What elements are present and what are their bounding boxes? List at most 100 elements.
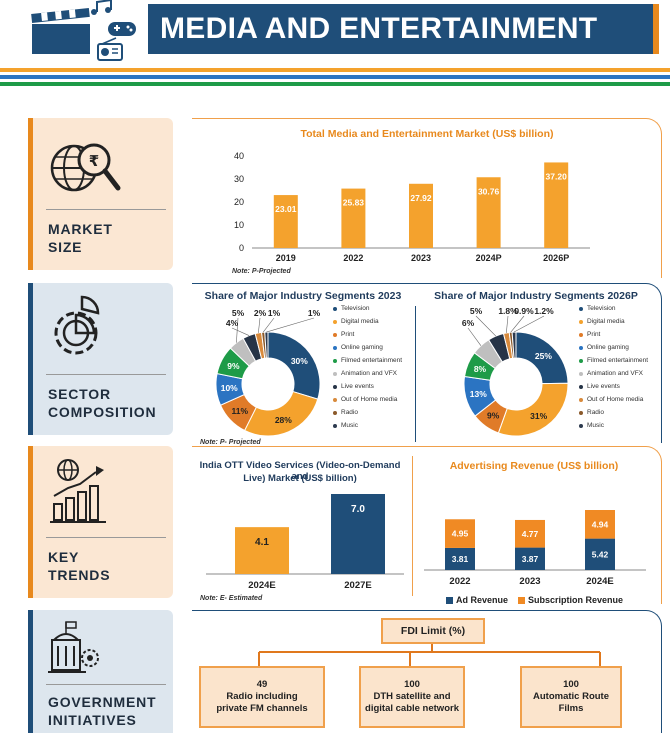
legend-swatch — [333, 410, 337, 415]
card-sector-composition: SECTOR COMPOSITION — [28, 283, 173, 435]
divider-stripe-orange — [0, 68, 670, 72]
legend-label: Filmed entertainment — [341, 357, 403, 364]
stack-segment — [585, 538, 615, 570]
legend-label: Animation and VFX — [587, 370, 644, 377]
leader-line — [231, 327, 250, 336]
share2026-donut-chart: 25% 31% 9% 13% 8% 6% 5% 1.8%0.9% 1.2% — [462, 306, 569, 437]
card-key-trends: KEY TRENDS — [28, 446, 173, 598]
ott-bar-chart: 4.1 2024E 7.0 2027E — [206, 494, 404, 591]
leader-line — [510, 315, 525, 333]
data-label: 3.81 — [452, 554, 469, 564]
slice-label: 1% — [268, 308, 281, 318]
sector-note: Note: P- Projected — [200, 439, 261, 446]
data-label: 30.76 — [478, 186, 500, 196]
slice-label: 9% — [227, 361, 240, 371]
legend-item: Animation and VFX — [579, 367, 664, 380]
bar — [409, 183, 433, 248]
slice-label: 25% — [535, 351, 552, 361]
legend-label: Out of Home media — [587, 396, 644, 403]
data-label: 3.87 — [522, 554, 539, 564]
legend-label: Print — [587, 331, 601, 338]
card-label-line2: TRENDS — [48, 567, 111, 583]
music-note-icon — [91, 0, 112, 15]
legend-item: Filmed entertainment — [579, 354, 664, 367]
legend-item: Live events — [579, 380, 664, 393]
legend-swatch — [333, 371, 337, 376]
legend-item: Out of Home media — [333, 393, 418, 406]
growth-chart-icon — [50, 459, 106, 523]
y-tick-label: 30 — [234, 174, 244, 184]
legend-swatch — [333, 332, 337, 337]
data-label: 25.83 — [343, 198, 365, 208]
card-label-line1: MARKET — [48, 221, 113, 237]
legend-item: Out of Home media — [579, 393, 664, 406]
bar — [273, 195, 298, 248]
legend-swatch — [333, 319, 337, 324]
legend-item: Live events — [333, 380, 418, 393]
legend-swatch — [579, 410, 583, 415]
fdi-title: FDI Limit (%) — [400, 625, 466, 637]
stack-segment — [445, 547, 475, 570]
page-title: MEDIA AND ENTERTAINMENT — [148, 4, 653, 54]
data-label: 7.0 — [351, 504, 365, 515]
legend-label: Music — [587, 422, 604, 429]
legend-swatch — [579, 332, 583, 337]
fdi-connector — [258, 644, 601, 666]
share2023-donut-chart: 30%28%11%10%9%5%4%2% 1% 1% — [215, 308, 321, 437]
market-chart-title: Total Media and Entertainment Market (US… — [300, 128, 554, 140]
y-tick-label: 0 — [239, 243, 244, 253]
fdi-title-box: FDI Limit (%) — [381, 618, 485, 644]
sector-panel-frame — [192, 283, 662, 443]
slice-label: 9% — [487, 411, 500, 421]
bar — [331, 494, 385, 574]
stack-segment — [515, 547, 545, 570]
bar — [544, 162, 569, 248]
leader-line — [266, 317, 315, 333]
slice-label: 10% — [221, 383, 238, 393]
legend-item: Radio — [579, 406, 664, 419]
slice-label: 11% — [232, 406, 249, 416]
stack-segment — [515, 519, 545, 548]
legend-item: Music — [579, 419, 664, 432]
sector-divider — [415, 306, 416, 442]
share2023-legend: Television Digital media Print Online gamin… — [333, 302, 418, 432]
leader-line — [258, 317, 261, 333]
fdi-box-dth: 100 DTH satellite and digital cable netw… — [359, 666, 465, 728]
legend-swatch — [333, 306, 337, 311]
bar — [341, 188, 366, 248]
legend-label: Digital media — [587, 318, 625, 325]
legend-subscription-revenue-label: Subscription Revenue — [528, 595, 624, 605]
svg-text:₹: ₹ — [89, 153, 99, 170]
adrev-stacked-chart: 3.81 4.95 2022 3.87 4.77 2023 5.42 4.94 2024E — [424, 510, 646, 587]
donut-slice — [264, 331, 269, 359]
clapperboard-icon — [31, 7, 90, 54]
legend-label: Live events — [341, 383, 374, 390]
legend-swatch — [333, 345, 337, 350]
donut-slice — [243, 390, 319, 437]
slice-label: 4% — [226, 318, 239, 328]
x-tick-label: 2026P — [543, 253, 569, 263]
data-label: 4.77 — [522, 529, 539, 539]
leader-line — [467, 327, 482, 346]
stack-segment — [585, 510, 615, 539]
x-tick-label: 2024P — [476, 253, 502, 263]
fdi-box-line2: Films — [558, 703, 584, 714]
gov-panel-frame — [192, 610, 662, 733]
adrev-legend: Ad Revenue Subscription Revenue — [446, 595, 623, 605]
card-label-line1: SECTOR — [48, 386, 111, 402]
market-panel-frame — [192, 118, 662, 278]
data-label: 23.01 — [275, 204, 297, 214]
slice-label: 6% — [462, 318, 475, 328]
fdi-box-value: 100 — [563, 679, 579, 690]
donut-slice — [511, 331, 517, 359]
legend-swatch — [579, 306, 583, 311]
legend-swatch — [579, 423, 583, 428]
slice-label: 1.2% — [534, 306, 554, 316]
slice-label: 31% — [530, 411, 547, 421]
donut-slice — [497, 382, 569, 437]
x-tick-label: 2024E — [586, 576, 613, 587]
x-tick-label: 2023 — [519, 576, 540, 587]
legend-swatch — [333, 397, 337, 402]
data-label: 37.20 — [546, 171, 568, 181]
x-tick-label: 2019 — [276, 253, 296, 263]
